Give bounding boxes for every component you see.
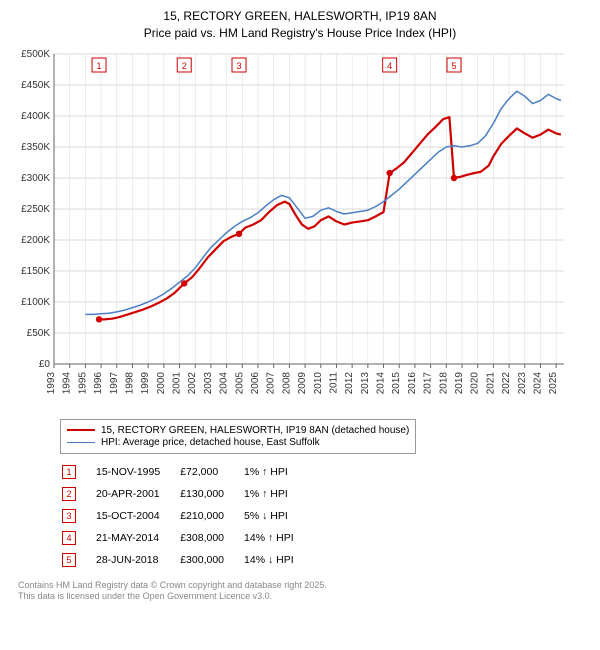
svg-text:2005: 2005: [234, 371, 245, 394]
svg-text:2022: 2022: [501, 371, 512, 394]
svg-text:2013: 2013: [360, 371, 371, 394]
svg-text:2003: 2003: [203, 371, 214, 394]
sale-date: 21-MAY-2014: [96, 528, 178, 548]
svg-text:1: 1: [97, 61, 102, 71]
svg-text:2001: 2001: [172, 371, 183, 394]
svg-text:2017: 2017: [423, 371, 434, 394]
legend-row: HPI: Average price, detached house, East…: [67, 437, 409, 448]
svg-text:1997: 1997: [109, 371, 120, 394]
svg-text:1999: 1999: [140, 371, 151, 394]
sale-marker-icon: 2: [62, 487, 76, 501]
svg-text:£0: £0: [39, 359, 51, 370]
sale-delta: 1% ↑ HPI: [244, 484, 312, 504]
svg-text:£100K: £100K: [21, 297, 50, 308]
sale-marker-icon: 4: [62, 531, 76, 545]
legend-row: 15, RECTORY GREEN, HALESWORTH, IP19 8AN …: [67, 425, 409, 436]
legend-label: HPI: Average price, detached house, East…: [101, 437, 320, 448]
legend-swatch: [67, 429, 95, 431]
svg-text:3: 3: [237, 61, 242, 71]
footnote-line1: Contains HM Land Registry data © Crown c…: [18, 580, 590, 592]
svg-text:2011: 2011: [328, 371, 339, 393]
table-row: 2 20-APR-2001£130,0001% ↑ HPI: [62, 484, 312, 504]
svg-text:£200K: £200K: [21, 235, 50, 246]
sale-delta: 14% ↑ HPI: [244, 528, 312, 548]
sale-date: 28-JUN-2018: [96, 550, 178, 570]
svg-text:£500K: £500K: [21, 49, 50, 60]
svg-text:2010: 2010: [313, 371, 324, 394]
svg-text:1998: 1998: [124, 371, 135, 394]
sale-price: £210,000: [180, 506, 242, 526]
sale-delta: 14% ↓ HPI: [244, 550, 312, 570]
sales-table: 115-NOV-1995£72,0001% ↑ HPI220-APR-2001£…: [60, 460, 314, 572]
sale-delta: 1% ↑ HPI: [244, 462, 312, 482]
svg-text:2016: 2016: [407, 371, 418, 394]
sale-marker-icon: 3: [62, 509, 76, 523]
svg-text:2015: 2015: [391, 371, 402, 394]
chart-svg: £0 £50K £100K £150K £200K £250K £300K £350K £400…: [10, 48, 570, 408]
svg-text:£350K: £350K: [21, 142, 50, 153]
svg-text:£300K: £300K: [21, 173, 50, 184]
legend: 15, RECTORY GREEN, HALESWORTH, IP19 8AN …: [60, 419, 416, 454]
svg-text:2019: 2019: [454, 371, 465, 394]
table-row: 5 28-JUN-2018£300,00014% ↓ HPI: [62, 550, 312, 570]
svg-text:5: 5: [451, 61, 456, 71]
svg-text:2: 2: [182, 61, 187, 71]
sale-date: 20-APR-2001: [96, 484, 178, 504]
sale-date: 15-OCT-2004: [96, 506, 178, 526]
legend-label: 15, RECTORY GREEN, HALESWORTH, IP19 8AN …: [101, 425, 409, 436]
sale-marker-icon: 5: [62, 553, 76, 567]
svg-text:2018: 2018: [438, 371, 449, 394]
sale-delta: 5% ↓ HPI: [244, 506, 312, 526]
svg-text:2023: 2023: [517, 371, 528, 394]
svg-text:1993: 1993: [46, 371, 57, 394]
svg-text:£150K: £150K: [21, 266, 50, 277]
svg-text:1995: 1995: [77, 371, 88, 394]
legend-swatch: [67, 442, 95, 443]
svg-text:2020: 2020: [470, 371, 481, 394]
svg-text:4: 4: [387, 61, 392, 71]
svg-text:2002: 2002: [187, 371, 198, 394]
sale-marker-icon: 1: [62, 465, 76, 479]
table-row: 4 21-MAY-2014£308,00014% ↑ HPI: [62, 528, 312, 548]
footnote: Contains HM Land Registry data © Crown c…: [18, 580, 590, 603]
svg-text:2012: 2012: [344, 371, 355, 394]
svg-text:2008: 2008: [281, 371, 292, 394]
sale-price: £72,000: [180, 462, 242, 482]
svg-text:£250K: £250K: [21, 204, 50, 215]
chart-title: 15, RECTORY GREEN, HALESWORTH, IP19 8AN …: [10, 8, 590, 42]
svg-text:2000: 2000: [156, 371, 167, 394]
footnote-line2: This data is licensed under the Open Gov…: [18, 591, 590, 603]
svg-text:1996: 1996: [93, 371, 104, 394]
svg-text:£400K: £400K: [21, 111, 50, 122]
svg-text:2004: 2004: [219, 371, 230, 394]
svg-text:2006: 2006: [250, 371, 261, 394]
svg-text:2025: 2025: [548, 371, 559, 394]
svg-text:2014: 2014: [376, 371, 387, 394]
svg-text:2007: 2007: [266, 371, 277, 394]
title-address: 15, RECTORY GREEN, HALESWORTH, IP19 8AN: [10, 8, 590, 25]
svg-text:2021: 2021: [485, 371, 496, 394]
svg-text:2009: 2009: [297, 371, 308, 394]
sale-price: £308,000: [180, 528, 242, 548]
table-row: 1 15-NOV-1995£72,0001% ↑ HPI: [62, 462, 312, 482]
title-subtitle: Price paid vs. HM Land Registry's House …: [10, 25, 590, 42]
table-row: 3 15-OCT-2004£210,0005% ↓ HPI: [62, 506, 312, 526]
price-chart: £0 £50K £100K £150K £200K £250K £300K £350K £400…: [10, 48, 590, 413]
sale-price: £300,000: [180, 550, 242, 570]
svg-text:£450K: £450K: [21, 80, 50, 91]
svg-text:£50K: £50K: [27, 328, 51, 339]
svg-text:2024: 2024: [532, 371, 543, 394]
sale-price: £130,000: [180, 484, 242, 504]
svg-text:1994: 1994: [62, 371, 73, 394]
sale-date: 15-NOV-1995: [96, 462, 178, 482]
